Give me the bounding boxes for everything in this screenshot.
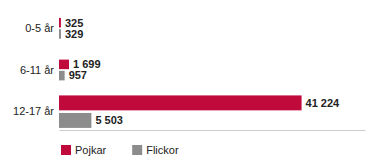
legend-item: Pojkar bbox=[61, 144, 107, 156]
data-label: 329 bbox=[65, 28, 83, 40]
bar bbox=[59, 29, 61, 39]
data-label: 1 699 bbox=[73, 58, 101, 70]
legend-swatch bbox=[61, 145, 71, 155]
chart: 325329 1 699957 41 224 5 503 0-5 år 6-11 år 12… bbox=[0, 0, 379, 165]
plot: 325329 1 699957 41 224 5 503 0-5 år 6-11 år 12… bbox=[13, 17, 365, 131]
data-label: 325 bbox=[65, 17, 83, 29]
data-labels: 325329 1 699957 41 224 5 503 bbox=[65, 17, 340, 127]
bar bbox=[59, 113, 91, 128]
category-label: 12-17 år bbox=[13, 105, 54, 117]
x-axis-line bbox=[60, 130, 366, 131]
category-label: 6-11 år bbox=[20, 64, 54, 76]
legend-item: Flickor bbox=[132, 144, 179, 156]
category-label: 0-5 år bbox=[25, 22, 54, 34]
legend: Pojkar Flickor bbox=[61, 144, 179, 156]
y-tick: 0-5 år bbox=[25, 22, 54, 34]
bar bbox=[59, 95, 302, 110]
legend-label: Flickor bbox=[146, 144, 179, 156]
y-tick: 6-11 år bbox=[20, 64, 54, 76]
legend-label: Pojkar bbox=[75, 144, 107, 156]
y-axis: 0-5 år 6-11 år 12-17 år bbox=[13, 22, 54, 117]
data-label: 957 bbox=[69, 69, 87, 81]
bars bbox=[59, 18, 302, 128]
bar bbox=[59, 60, 69, 70]
legend-swatch bbox=[132, 145, 142, 155]
y-tick: 12-17 år bbox=[13, 105, 54, 117]
data-label: 5 503 bbox=[95, 114, 123, 126]
x-axis bbox=[60, 130, 366, 131]
bar bbox=[59, 18, 61, 28]
data-label: 41 224 bbox=[306, 97, 341, 109]
bar bbox=[59, 71, 65, 81]
